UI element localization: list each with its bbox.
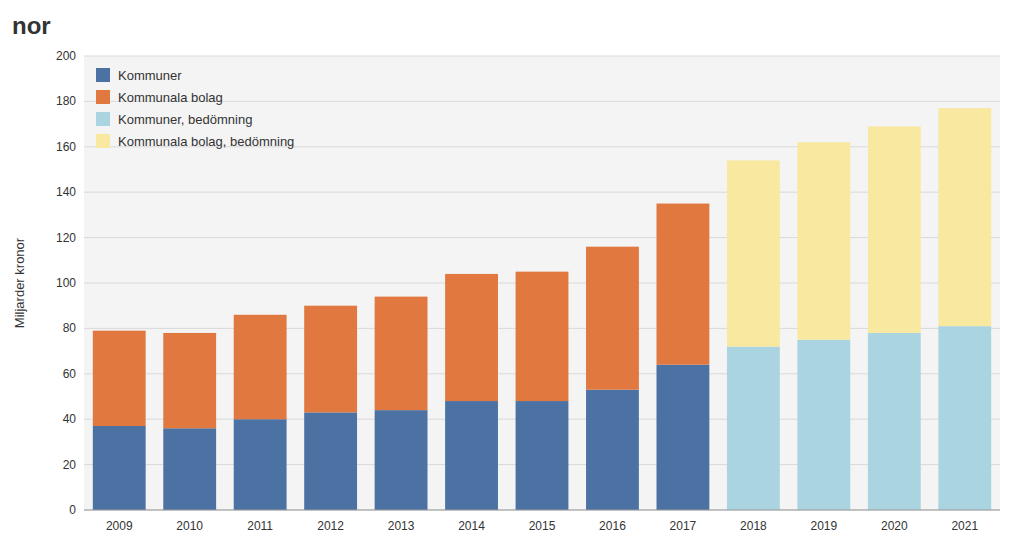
grid-line [84, 237, 1000, 238]
x-tick-label: 2009 [106, 519, 133, 533]
bar-segment [797, 340, 850, 510]
bar-segment [93, 330, 146, 331]
bar-segment [938, 326, 991, 510]
bar-segment [516, 271, 569, 272]
bar-segment [586, 390, 639, 510]
legend-label: Kommuner [118, 68, 182, 83]
y-tick-label: 120 [56, 231, 76, 245]
legend-swatch [96, 112, 110, 126]
bar-segment [516, 272, 569, 401]
y-tick-label: 80 [63, 321, 77, 335]
bar-segment [868, 333, 921, 510]
bar-segment [93, 330, 146, 331]
x-axis: 2009 2010 2011 2012 2013 2014 2015 2016 2017 2018… [106, 519, 979, 533]
legend-swatch [96, 90, 110, 104]
bar-segment [938, 108, 991, 326]
bar-segment [375, 410, 428, 510]
x-tick-label: 2021 [951, 519, 978, 533]
x-tick-label: 2010 [176, 519, 203, 533]
bar-segment [445, 401, 498, 510]
legend-swatch [96, 134, 110, 148]
y-tick-label: 40 [63, 412, 77, 426]
bar-segment [163, 332, 216, 333]
chart-container: 0 20 40 60 80 100 120 140 160 180 200 Miljarder kro… [0, 0, 1024, 558]
legend-label: Kommunala bolag, bedömning [118, 134, 294, 149]
bar-segment [375, 296, 428, 297]
y-tick-label: 200 [56, 49, 76, 63]
bar-segment [445, 273, 498, 274]
grid [84, 56, 1000, 510]
bar-segment [657, 203, 710, 204]
y-axis-label: Miljarder kronor [12, 237, 27, 328]
bar-segment [234, 314, 287, 315]
grid-line [84, 56, 1000, 57]
bar-segment [445, 274, 498, 401]
x-tick-label: 2015 [529, 519, 556, 533]
legend-label: Kommuner, bedömning [118, 112, 252, 127]
bar-segment [304, 305, 357, 306]
bar-segment [304, 305, 357, 306]
x-tick-label: 2012 [317, 519, 344, 533]
y-tick-label: 60 [63, 367, 77, 381]
page: {"chart_data": {"type": "bar", "title": … [0, 0, 1024, 558]
bar-segment [93, 331, 146, 426]
x-axis-line [84, 510, 1000, 511]
bar-segment [445, 273, 498, 274]
bar-segment [163, 333, 216, 428]
bar-segment [868, 126, 921, 333]
x-tick-label: 2011 [247, 519, 273, 533]
x-tick-label: 2018 [740, 519, 767, 533]
bar-segment [163, 332, 216, 333]
chart-svg: 0 20 40 60 80 100 120 140 160 180 200 Miljarder kro… [0, 0, 1024, 558]
legend-label: Kommunala bolag [118, 90, 223, 105]
bar-segment [516, 271, 569, 272]
legend-swatch [96, 68, 110, 82]
y-tick-label: 160 [56, 140, 76, 154]
bar-segment [797, 142, 850, 339]
x-tick-label: 2016 [599, 519, 626, 533]
y-tick-label: 100 [56, 276, 76, 290]
bar-segment [586, 246, 639, 247]
y-axis: 0 20 40 60 80 100 120 140 160 180 200 [56, 49, 76, 517]
bar-segment [657, 204, 710, 365]
x-tick-label: 2014 [458, 519, 485, 533]
bar-segment [163, 428, 216, 510]
bars [93, 108, 991, 510]
bar-segment [727, 160, 780, 346]
bar-segment [586, 246, 639, 247]
bar-segment [657, 203, 710, 204]
bar-segment [234, 419, 287, 510]
plot-area [84, 56, 1000, 510]
grid-line [84, 192, 1000, 193]
bar-segment [375, 297, 428, 411]
bar-segment [93, 426, 146, 510]
bar-segment [304, 306, 357, 413]
y-tick-label: 180 [56, 94, 76, 108]
bar-segment [304, 412, 357, 510]
y-tick-label: 0 [69, 503, 76, 517]
bar-segment [234, 315, 287, 419]
title: nor [12, 12, 51, 39]
legend: Kommuner Kommunala bolag Kommuner, bedömni… [96, 68, 294, 149]
bar-segment [234, 314, 287, 315]
bar-segment [657, 365, 710, 510]
bar-segment [516, 401, 569, 510]
x-tick-label: 2020 [881, 519, 908, 533]
bar-segment [727, 347, 780, 510]
x-tick-label: 2017 [670, 519, 697, 533]
bar-segment [586, 247, 639, 390]
y-tick-label: 20 [63, 458, 77, 472]
grid-line [84, 510, 1000, 511]
y-tick-label: 140 [56, 185, 76, 199]
x-tick-label: 2019 [810, 519, 837, 533]
x-tick-label: 2013 [388, 519, 415, 533]
bar-segment [375, 296, 428, 297]
